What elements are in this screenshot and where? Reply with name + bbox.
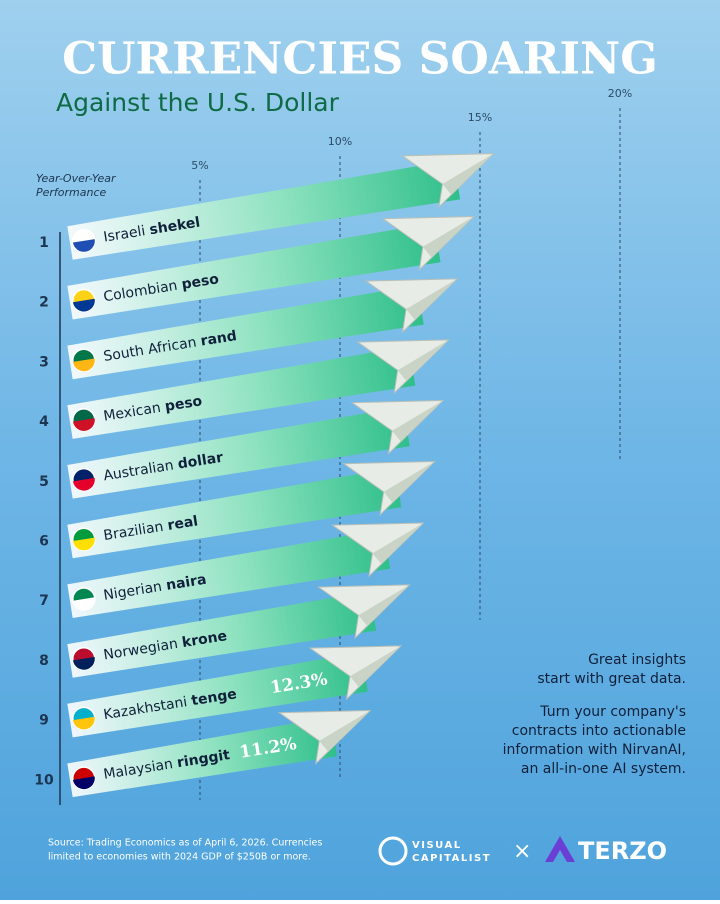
source-note: Source: Trading Economics as of April 6,…	[48, 838, 322, 849]
bar	[67, 467, 402, 559]
rank-label: 4	[39, 414, 49, 430]
bar-row: Israeli shekel	[67, 153, 495, 260]
logo-text: VISUAL	[412, 840, 462, 851]
flag-part	[72, 716, 95, 730]
bar-row: Brazilian real	[67, 460, 436, 559]
rank-label: 3	[39, 354, 49, 370]
axis-label: Year-Over-Year Performance	[36, 172, 116, 199]
bar	[67, 159, 461, 260]
plane-fold	[397, 339, 449, 381]
x-tick-label: 5%	[191, 159, 208, 172]
flag-part	[72, 418, 95, 431]
plane-fold	[358, 584, 410, 626]
x-tick-label: 15%	[468, 111, 492, 124]
rank-label: 1	[39, 235, 49, 251]
flag-part	[72, 477, 95, 491]
bar	[67, 346, 416, 439]
flag-part	[72, 776, 95, 790]
bar	[67, 591, 377, 678]
plane	[308, 645, 403, 701]
bar-row: Australian dollar	[67, 399, 445, 499]
bar-row: Colombian peso	[67, 215, 476, 320]
plane	[317, 584, 411, 640]
bar-row: Norwegian krone	[67, 584, 411, 678]
annotations: Great insights start with great data. Turn…	[503, 652, 686, 777]
separator: ×	[513, 839, 531, 864]
bar	[67, 529, 391, 618]
annotation: an all-in-one AI system.	[521, 761, 686, 777]
plane	[356, 339, 450, 395]
rank-label: 7	[39, 593, 49, 609]
annotation: start with great data.	[537, 671, 686, 687]
plane-fold	[350, 645, 401, 687]
rank-label: 5	[39, 474, 49, 490]
bar	[67, 652, 368, 738]
flag-part	[72, 537, 95, 551]
bar-row: Kazakhstani tenge 12.3%	[67, 645, 403, 738]
plane	[364, 278, 459, 334]
annotation: Great insights	[588, 652, 686, 668]
chart-subtitle: Against the U.S. Dollar	[56, 88, 340, 117]
bar	[67, 406, 410, 499]
bar-row: Malaysian ringgit 11.2%	[67, 709, 372, 798]
vc-logo-icon	[378, 836, 408, 866]
footer: ×	[378, 836, 575, 866]
plane	[401, 153, 495, 209]
bar	[67, 716, 337, 798]
plane-fold	[319, 710, 371, 752]
annotation: contracts into actionable	[512, 723, 686, 739]
rank-label: 10	[34, 772, 54, 788]
plane-fold	[406, 278, 457, 320]
flag-part	[72, 298, 95, 312]
flag-part	[72, 597, 95, 611]
bar-row: South African rand	[67, 278, 459, 380]
chart-title: CURRENCIES SOARING	[62, 34, 658, 85]
plane	[331, 522, 425, 578]
plane-fold	[383, 461, 435, 503]
plane	[350, 399, 445, 456]
logo-text: CAPITALIST	[412, 853, 491, 864]
flag-part	[72, 656, 95, 670]
plane	[342, 460, 436, 517]
rank-label: 8	[39, 653, 49, 669]
x-tick-label: 10%	[328, 135, 352, 148]
flag-part	[72, 358, 95, 372]
bar-row: Mexican peso	[67, 339, 450, 439]
terzo-logo-icon	[545, 836, 575, 862]
flag-part	[72, 239, 95, 252]
plane-fold	[422, 216, 474, 258]
axis-label-box: Year-Over-Year Performance	[36, 172, 116, 199]
bar-row: Nigerian naira	[67, 522, 425, 618]
rank-label: 2	[39, 295, 49, 311]
annotation: information with NirvanAI,	[503, 742, 686, 758]
plane	[277, 709, 372, 766]
annotation: Turn your company's	[539, 704, 686, 720]
category-label: Israeli shekel	[102, 215, 201, 246]
source-note: limited to economies with 2024 GDP of $2…	[48, 852, 311, 863]
bar	[67, 285, 424, 380]
bar	[67, 222, 441, 320]
rank-label: 9	[39, 713, 49, 729]
plane-fold	[442, 153, 494, 195]
plane-fold	[372, 522, 424, 565]
x-tick-label: 20%	[608, 87, 632, 100]
plane-fold	[392, 400, 443, 442]
plane	[381, 215, 476, 272]
logo-text: TERZO	[578, 837, 667, 865]
rank-label: 6	[39, 534, 49, 550]
